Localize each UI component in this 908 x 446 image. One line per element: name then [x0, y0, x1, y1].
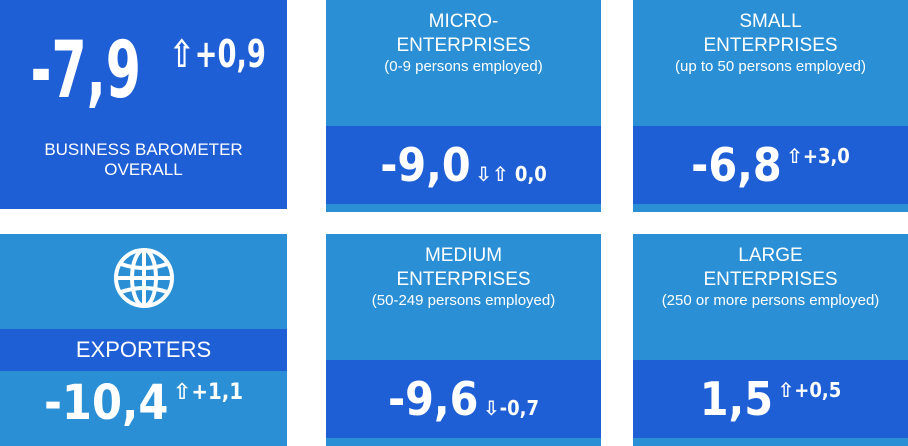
medium-enterprises-tile: MEDIUM ENTERPRISES (50-249 persons emplo…	[326, 234, 601, 446]
overall-value: -7,9	[30, 26, 141, 116]
medium-value-row: -9,6 ⇩-0,7	[326, 376, 601, 422]
overall-change-value: +0,9	[194, 32, 266, 76]
small-header: SMALL ENTERPRISES (up to 50 persons empl…	[633, 10, 908, 76]
overall-label-line1: BUSINESS BAROMETER	[44, 140, 243, 159]
down-arrow-icon: ⇩	[482, 396, 500, 420]
small-enterprises-tile: SMALL ENTERPRISES (up to 50 persons empl…	[633, 0, 908, 212]
large-enterprises-tile: LARGE ENTERPRISES (250 or more persons e…	[633, 234, 908, 446]
micro-value-panel: -9,0 ⇩⇧ 0,0	[326, 126, 601, 204]
overall-label: BUSINESS BAROMETER OVERALL	[0, 140, 287, 180]
micro-enterprises-tile: MICRO- ENTERPRISES (0-9 persons employed…	[326, 0, 601, 212]
micro-value: -9,0	[380, 138, 471, 192]
small-subtitle: (up to 50 persons employed)	[675, 57, 866, 75]
medium-change: ⇩-0,7	[483, 396, 539, 420]
exporters-value-row: -10,4 ⇧+1,1	[0, 379, 287, 427]
micro-title-line1: MICRO-	[428, 11, 499, 32]
small-change-value: +3,0	[802, 144, 850, 168]
small-value-panel: -6,8 ⇧+3,0	[633, 126, 908, 204]
medium-value-panel: -9,6 ⇩-0,7	[326, 360, 601, 438]
exporters-label-band: EXPORTERS	[0, 329, 287, 371]
micro-value-row: -9,0 ⇩⇧ 0,0	[326, 142, 601, 188]
medium-header: MEDIUM ENTERPRISES (50-249 persons emplo…	[326, 244, 601, 310]
small-value-row: -6,8 ⇧+3,0	[633, 142, 908, 188]
small-change: ⇧+3,0	[786, 144, 850, 168]
medium-title-line1: MEDIUM	[424, 245, 503, 266]
exporters-label: EXPORTERS	[75, 337, 212, 362]
micro-change-value: 0,0	[514, 162, 547, 186]
globe-icon	[114, 248, 174, 308]
large-value: 1,5	[699, 372, 774, 426]
overall-value-row: -7,9 ⇧+0,9	[0, 32, 287, 110]
exporters-value: -10,4	[43, 375, 169, 431]
small-value: -6,8	[691, 138, 782, 192]
overall-change: ⇧+0,9	[169, 32, 266, 76]
large-title-line1: LARGE	[738, 245, 803, 266]
large-subtitle: (250 or more persons employed)	[661, 291, 880, 309]
small-title-line2: ENTERPRISES	[703, 34, 838, 56]
large-title-line2: ENTERPRISES	[703, 268, 838, 290]
medium-value: -9,6	[387, 372, 479, 426]
overall-label-line2: OVERALL	[104, 160, 183, 180]
medium-change-value: -0,7	[499, 396, 540, 420]
large-header: LARGE ENTERPRISES (250 or more persons e…	[633, 244, 908, 310]
overall-tile: -7,9 ⇧+0,9 BUSINESS BAROMETER OVERALL	[0, 0, 287, 209]
down-up-arrow-icon: ⇩⇧	[475, 162, 509, 186]
medium-title-line2: ENTERPRISES	[396, 268, 531, 290]
micro-title-line2: ENTERPRISES	[396, 34, 531, 56]
up-arrow-icon: ⇧	[172, 380, 192, 405]
large-value-panel: 1,5 ⇧+0,5	[633, 360, 908, 438]
small-title-line1: SMALL	[739, 11, 802, 32]
micro-subtitle: (0-9 persons employed)	[384, 57, 543, 75]
exporters-change: ⇧+1,1	[173, 380, 243, 405]
large-change: ⇧+0,5	[778, 378, 842, 402]
micro-header: MICRO- ENTERPRISES (0-9 persons employed…	[326, 10, 601, 76]
large-value-row: 1,5 ⇧+0,5	[633, 376, 908, 422]
exporters-change-value: +1,1	[191, 380, 244, 405]
micro-change: ⇩⇧ 0,0	[475, 162, 547, 186]
up-arrow-icon: ⇧	[786, 144, 803, 168]
large-change-value: +0,5	[794, 378, 842, 402]
up-arrow-icon: ⇧	[169, 32, 195, 76]
medium-subtitle: (50-249 persons employed)	[371, 291, 556, 309]
up-arrow-icon: ⇧	[777, 378, 795, 402]
exporters-tile: EXPORTERS -10,4 ⇧+1,1	[0, 234, 287, 446]
